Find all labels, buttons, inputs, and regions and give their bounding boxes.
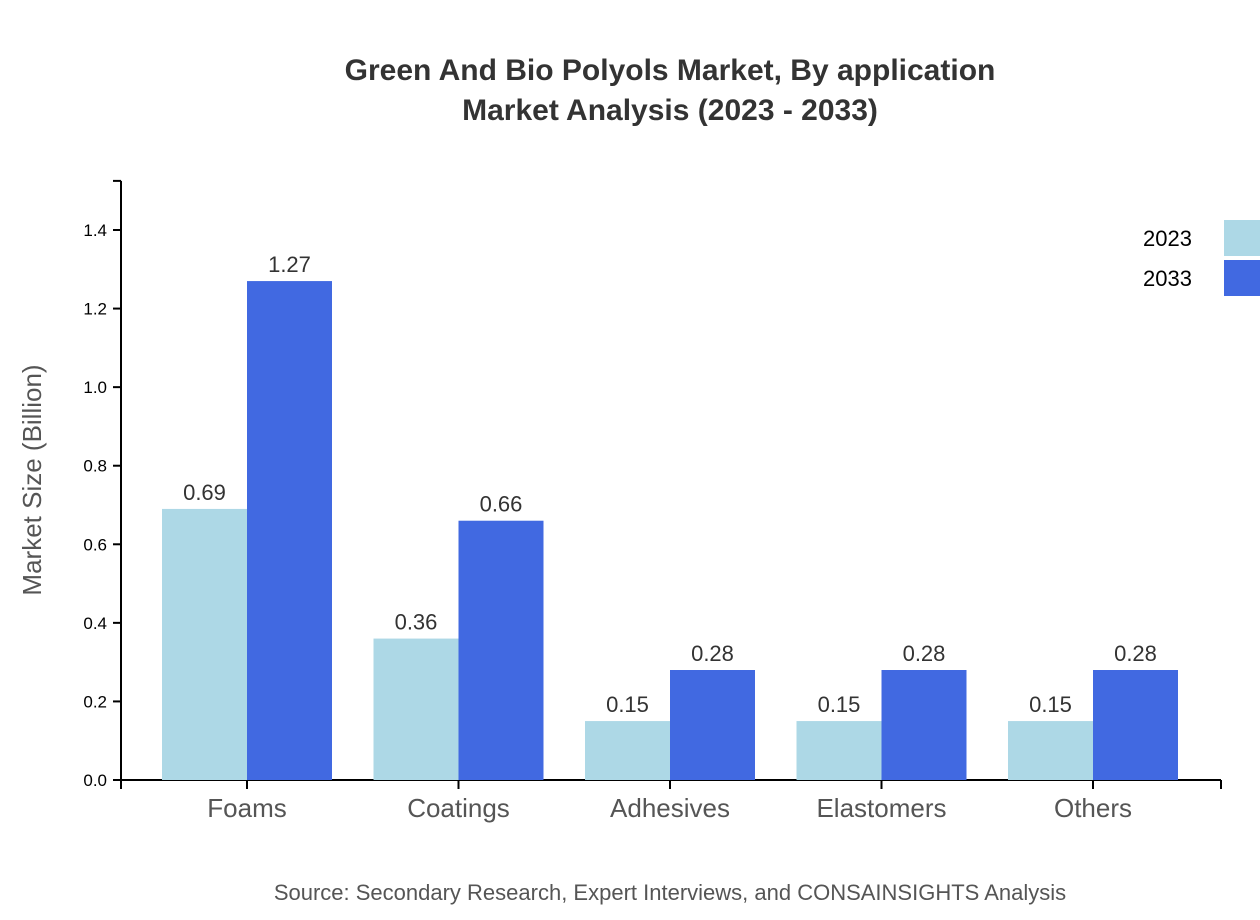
source-note: Source: Secondary Research, Expert Inter… — [274, 880, 1066, 905]
x-tick-label: Foams — [207, 793, 286, 823]
legend-swatch-2023 — [1224, 220, 1260, 256]
legend: 2023 2033 — [1143, 220, 1260, 296]
legend-label-2023: 2023 — [1143, 226, 1192, 251]
bar-2033-elastomers — [881, 670, 967, 780]
bar-2033-adhesives — [670, 670, 755, 780]
bar-2023-foams — [162, 508, 247, 780]
bars: 0.69 1.27 0.36 0.66 0.15 0.28 0.15 0.28 0.15 0.28 — [162, 252, 1178, 780]
legend-label-2033: 2033 — [1143, 266, 1192, 291]
y-axis-label: Market Size (Billion) — [17, 364, 47, 595]
chart-title: Green And Bio Polyols Market, By applica… — [345, 54, 996, 87]
data-label: 0.15 — [1029, 692, 1072, 717]
y-tick-label: 1.2 — [83, 300, 107, 319]
data-label: 0.36 — [395, 610, 438, 635]
bar-2023-coatings — [373, 638, 459, 780]
data-label: 0.28 — [1114, 641, 1157, 666]
data-label: 0.66 — [480, 492, 523, 517]
data-label: 0.15 — [818, 692, 861, 717]
x-tick-label: Elastomers — [816, 793, 946, 823]
data-label: 0.69 — [183, 480, 226, 505]
x-tick-label: Adhesives — [610, 793, 730, 823]
bar-2033-coatings — [458, 520, 544, 780]
y-tick-label: 0.8 — [83, 457, 107, 476]
x-tick-label: Others — [1054, 793, 1132, 823]
bar-2023-elastomers — [796, 721, 882, 780]
bar-2033-foams — [247, 281, 332, 780]
bar-2023-adhesives — [585, 721, 670, 780]
data-label: 1.27 — [268, 252, 311, 277]
y-tick-label: 1.4 — [83, 221, 107, 240]
bar-2033-others — [1093, 670, 1178, 780]
data-label: 0.28 — [903, 641, 946, 666]
data-label: 0.15 — [606, 692, 649, 717]
data-label: 0.28 — [691, 641, 734, 666]
y-tick-label: 0.0 — [83, 771, 107, 790]
legend-swatch-2033 — [1224, 260, 1260, 296]
y-tick-label: 0.6 — [83, 535, 107, 554]
bar-2023-others — [1008, 721, 1093, 780]
x-tick-label: Coatings — [407, 793, 510, 823]
chart-subtitle: Market Analysis (2023 - 2033) — [462, 94, 878, 127]
y-tick-label: 0.4 — [83, 614, 107, 633]
y-tick-label: 1.0 — [83, 378, 107, 397]
y-tick-label: 0.2 — [83, 692, 107, 711]
